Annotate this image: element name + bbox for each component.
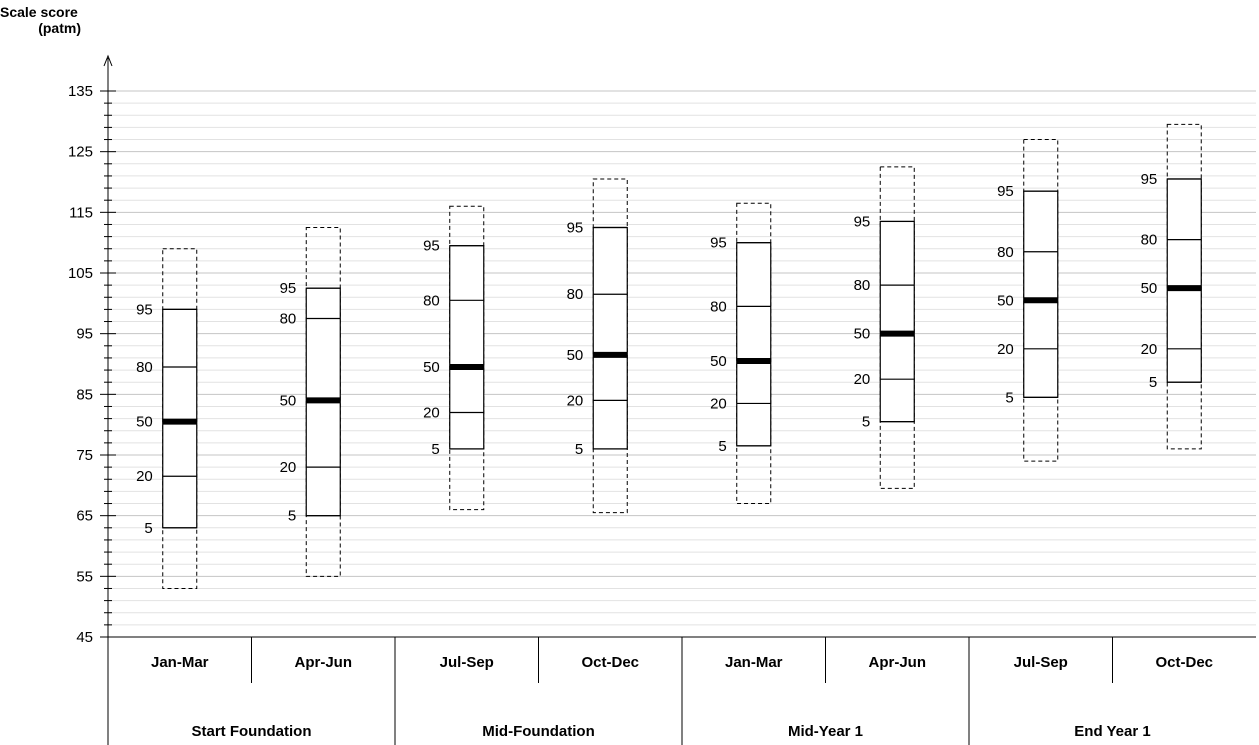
percentile-label: 95	[1141, 171, 1158, 188]
percentile-label: 95	[423, 238, 440, 255]
y-tick-label: 45	[76, 629, 93, 646]
percentile-label: 80	[710, 298, 727, 315]
y-tick-label: 115	[69, 204, 93, 221]
group-label: Start Foundation	[192, 723, 312, 740]
percentile-label: 95	[710, 235, 727, 252]
percentile-label: 20	[136, 468, 153, 485]
category-label: Apr-Jun	[869, 654, 927, 671]
percentile-label: 95	[280, 280, 297, 297]
box-6: 5 20 50 80 95	[854, 166, 915, 489]
y-tick-label: 125	[68, 144, 93, 161]
percentile-box	[592, 226, 628, 450]
boxes: 5205080955205080955205080955205080955205…	[136, 123, 1202, 589]
percentile-label: 80	[423, 292, 440, 309]
percentile-label: 80	[1141, 232, 1158, 249]
percentile-label: 5	[431, 441, 439, 458]
outer-range	[1023, 139, 1059, 462]
percentile-label: 80	[567, 286, 584, 303]
box-4: 5 20 50 80 95	[567, 178, 628, 514]
category-label: Jul-Sep	[440, 654, 494, 671]
outer-range	[879, 166, 915, 489]
box-7: 5 20 50 80 95	[997, 139, 1059, 462]
percentile-label: 95	[567, 220, 584, 237]
box-1: 5 20 50 80 95	[136, 248, 198, 589]
box-3: 5 20 50 80 95	[423, 205, 485, 511]
percentile-label: 20	[854, 371, 871, 388]
percentile-box	[879, 220, 915, 423]
percentile-label: 80	[854, 277, 871, 294]
percentile-label: 50	[854, 326, 871, 343]
y-tick-label: 75	[76, 447, 93, 464]
percentile-label: 20	[997, 341, 1014, 358]
percentile-label: 5	[862, 414, 870, 431]
box-2: 5 20 50 80 95	[280, 227, 341, 577]
box-8: 5 20 50 80 95	[1141, 123, 1202, 450]
category-label: Jan-Mar	[725, 654, 783, 671]
percentile-label: 50	[567, 347, 584, 364]
y-tick-label: 95	[76, 326, 93, 343]
percentile-label: 80	[997, 244, 1014, 261]
percentile-label: 20	[1141, 341, 1158, 358]
percentile-label: 50	[710, 353, 727, 370]
percentile-label: 5	[575, 441, 583, 458]
y-tick-label: 135	[68, 83, 93, 100]
percentile-label: 20	[423, 405, 440, 422]
percentile-label: 20	[280, 459, 297, 476]
y-axis-arrow	[103, 54, 113, 67]
y-tick-label: 55	[76, 568, 93, 585]
category-label: Jan-Mar	[151, 654, 209, 671]
box-5: 5 20 50 80 95	[710, 202, 772, 505]
percentile-label: 20	[567, 392, 584, 409]
category-axis: Jan-Mar Apr-Jun Jul-Sep Oct-Dec Jan-Mar Apr-J…	[107, 636, 1256, 745]
percentile-label: 50	[423, 359, 440, 376]
percentile-box	[1023, 190, 1059, 398]
percentile-box	[162, 308, 198, 529]
percentile-box	[736, 242, 772, 447]
percentile-label: 20	[710, 395, 727, 412]
percentile-label: 95	[136, 301, 153, 318]
group-label: Mid-Foundation	[482, 723, 594, 740]
percentile-label: 50	[136, 414, 153, 431]
percentile-label: 50	[280, 392, 297, 409]
percentile-label: 5	[718, 438, 726, 455]
category-label: Jul-Sep	[1014, 654, 1068, 671]
y-tick-label: 85	[76, 386, 93, 403]
y-axis: Scale score (patm) 45 55 65 75 85 95 105 115 125…	[0, 4, 116, 646]
y-axis-label-line1: Scale score	[0, 4, 78, 20]
y-tick-label: 105	[68, 265, 93, 282]
group-label: Mid-Year 1	[788, 723, 863, 740]
percentile-label: 80	[136, 359, 153, 376]
category-label: Oct-Dec	[581, 654, 639, 671]
percentile-label: 95	[854, 213, 871, 230]
percentile-label: 50	[997, 292, 1014, 309]
percentile-box	[449, 245, 485, 450]
percentile-box	[1166, 178, 1202, 383]
percentile-label: 50	[1141, 280, 1158, 297]
percentile-label: 5	[144, 520, 152, 537]
percentile-label: 5	[1149, 374, 1157, 391]
category-label: Apr-Jun	[295, 654, 353, 671]
y-tick-label: 65	[76, 508, 93, 525]
percentile-label: 95	[997, 183, 1014, 200]
gridlines	[108, 90, 1256, 626]
category-label: Oct-Dec	[1155, 654, 1213, 671]
percentile-label: 80	[280, 311, 297, 328]
y-axis-label-line2: (patm)	[38, 20, 81, 36]
percentile-label: 5	[288, 508, 296, 525]
percentile-label: 5	[1005, 389, 1013, 406]
group-label: End Year 1	[1074, 723, 1150, 740]
